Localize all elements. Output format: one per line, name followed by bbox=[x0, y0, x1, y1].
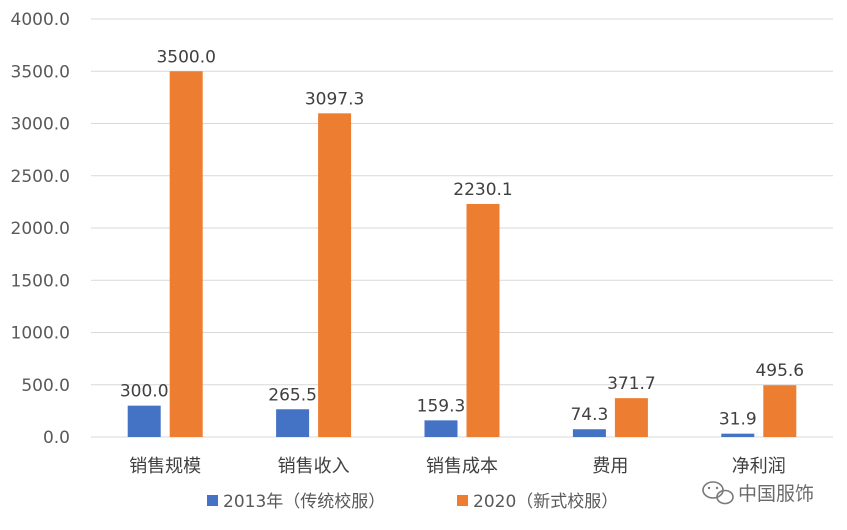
legend-swatch-2020 bbox=[457, 495, 468, 506]
y-tick-label: 2500.0 bbox=[11, 167, 70, 187]
data-label: 3097.3 bbox=[305, 89, 364, 109]
data-labels: 300.0 3500.0 265.5 3097.3 159.3 2230.1 74.3 371… bbox=[120, 47, 804, 429]
data-label: 74.3 bbox=[570, 405, 608, 425]
y-tick-label: 1500.0 bbox=[11, 271, 70, 291]
legend-label-2020: 2020（新式校服） bbox=[473, 492, 618, 512]
data-label: 300.0 bbox=[120, 382, 169, 402]
bar bbox=[276, 409, 310, 437]
bar bbox=[572, 429, 606, 437]
watermark-text: 中国服饰 bbox=[738, 483, 814, 505]
bar bbox=[318, 113, 352, 437]
bar bbox=[127, 405, 161, 437]
legend: 2013年（传统校服） 2020（新式校服） bbox=[207, 492, 618, 512]
x-category-label: 销售成本 bbox=[426, 456, 498, 477]
y-tick-label: 3000.0 bbox=[11, 115, 70, 135]
y-tick-label: 0.0 bbox=[43, 428, 70, 448]
data-label: 3500.0 bbox=[156, 47, 215, 67]
y-tick-label: 2000.0 bbox=[11, 219, 70, 239]
watermark: 中国服饰 bbox=[702, 481, 814, 505]
bar bbox=[169, 71, 203, 437]
data-label: 159.3 bbox=[417, 396, 466, 416]
x-category-label: 销售规模 bbox=[129, 456, 201, 477]
y-tick-label: 500.0 bbox=[21, 376, 70, 396]
y-tick-label: 3500.0 bbox=[11, 62, 70, 82]
legend-swatch-2013 bbox=[207, 495, 218, 506]
data-label: 371.7 bbox=[607, 374, 656, 394]
data-label: 265.5 bbox=[268, 385, 317, 405]
bars bbox=[127, 71, 797, 437]
x-category-label: 净利润 bbox=[732, 456, 786, 477]
bar bbox=[466, 203, 500, 437]
y-axis-ticks: 0.0 500.0 1000.0 1500.0 2000.0 2500.0 3000.0 35… bbox=[11, 10, 70, 448]
y-tick-label: 1000.0 bbox=[11, 324, 70, 344]
wechat-icon bbox=[702, 481, 734, 505]
data-label: 31.9 bbox=[719, 410, 757, 430]
legend-label-2013: 2013年（传统校服） bbox=[223, 492, 385, 512]
bar bbox=[721, 433, 755, 437]
data-label: 495.6 bbox=[755, 361, 804, 381]
data-label: 2230.1 bbox=[453, 180, 512, 200]
bar bbox=[614, 398, 648, 437]
y-tick-label: 4000.0 bbox=[11, 10, 70, 30]
x-category-label: 销售收入 bbox=[278, 456, 350, 477]
bar bbox=[763, 385, 797, 437]
gridlines bbox=[91, 18, 833, 438]
x-category-label: 费用 bbox=[592, 456, 628, 477]
category-labels: 销售规模 销售收入 销售成本 费用 净利润 bbox=[129, 456, 786, 477]
bar bbox=[424, 420, 458, 437]
